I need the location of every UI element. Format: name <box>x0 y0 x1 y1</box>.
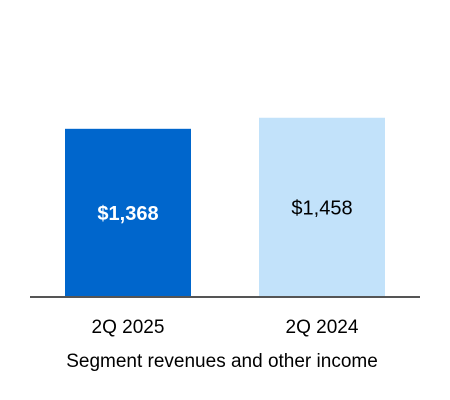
bar-2 <box>259 117 385 297</box>
bar-1 <box>65 128 191 297</box>
data-label-2: $1,458 <box>291 197 352 219</box>
x-axis-title: Segment revenues and other income <box>66 351 378 372</box>
labels-layer: $1,368 2Q 2025 $1,458 2Q 2024 <box>92 197 359 338</box>
bars-layer <box>65 117 385 297</box>
data-label-1: $1,368 <box>97 203 158 225</box>
x-tick-label-2: 2Q 2024 <box>286 317 359 338</box>
x-tick-label-1: 2Q 2025 <box>92 317 165 338</box>
